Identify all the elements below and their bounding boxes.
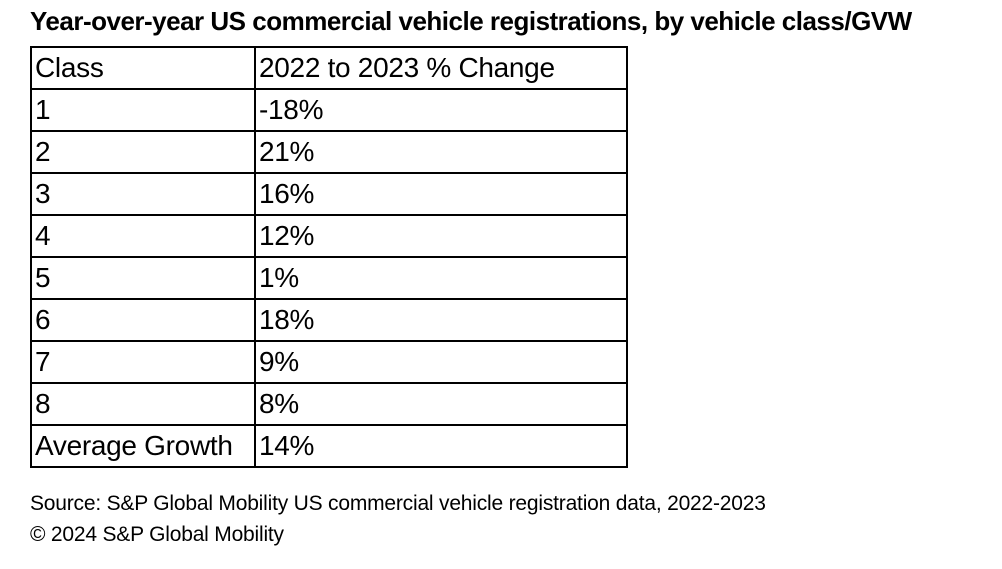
vehicle-class-table: Class 2022 to 2023 % Change 1 -18% 2 21%… [30,46,628,468]
cell-change: 21% [254,130,628,174]
cell-change: 9% [254,340,628,384]
header-change: 2022 to 2023 % Change [254,46,628,90]
cell-class: 1 [30,88,256,132]
table-header-row: Class 2022 to 2023 % Change [30,46,628,90]
cell-change: 1% [254,256,628,300]
cell-class: 2 [30,130,256,174]
table-row: 6 18% [30,298,628,342]
table-row: 3 16% [30,172,628,216]
table-row-average-growth: Average Growth 14% [30,424,628,468]
cell-change: 12% [254,214,628,258]
table-row: 7 9% [30,340,628,384]
page-title: Year-over-year US commercial vehicle reg… [30,6,912,36]
cell-class: 6 [30,298,256,342]
cell-change: 18% [254,298,628,342]
table-row: 8 8% [30,382,628,426]
table-row: 2 21% [30,130,628,174]
cell-change: 16% [254,172,628,216]
table-row: 5 1% [30,256,628,300]
source-attribution: Source: S&P Global Mobility US commercia… [30,492,766,515]
table-row: 1 -18% [30,88,628,132]
cell-class: 4 [30,214,256,258]
header-class: Class [30,46,256,90]
cell-class: 5 [30,256,256,300]
cell-change: -18% [254,88,628,132]
copyright-notice: © 2024 S&P Global Mobility [30,523,284,546]
cell-class: Average Growth [30,424,256,468]
cell-change: 8% [254,382,628,426]
table-row: 4 12% [30,214,628,258]
cell-class: 7 [30,340,256,384]
cell-class: 8 [30,382,256,426]
cell-class: 3 [30,172,256,216]
cell-change: 14% [254,424,628,468]
